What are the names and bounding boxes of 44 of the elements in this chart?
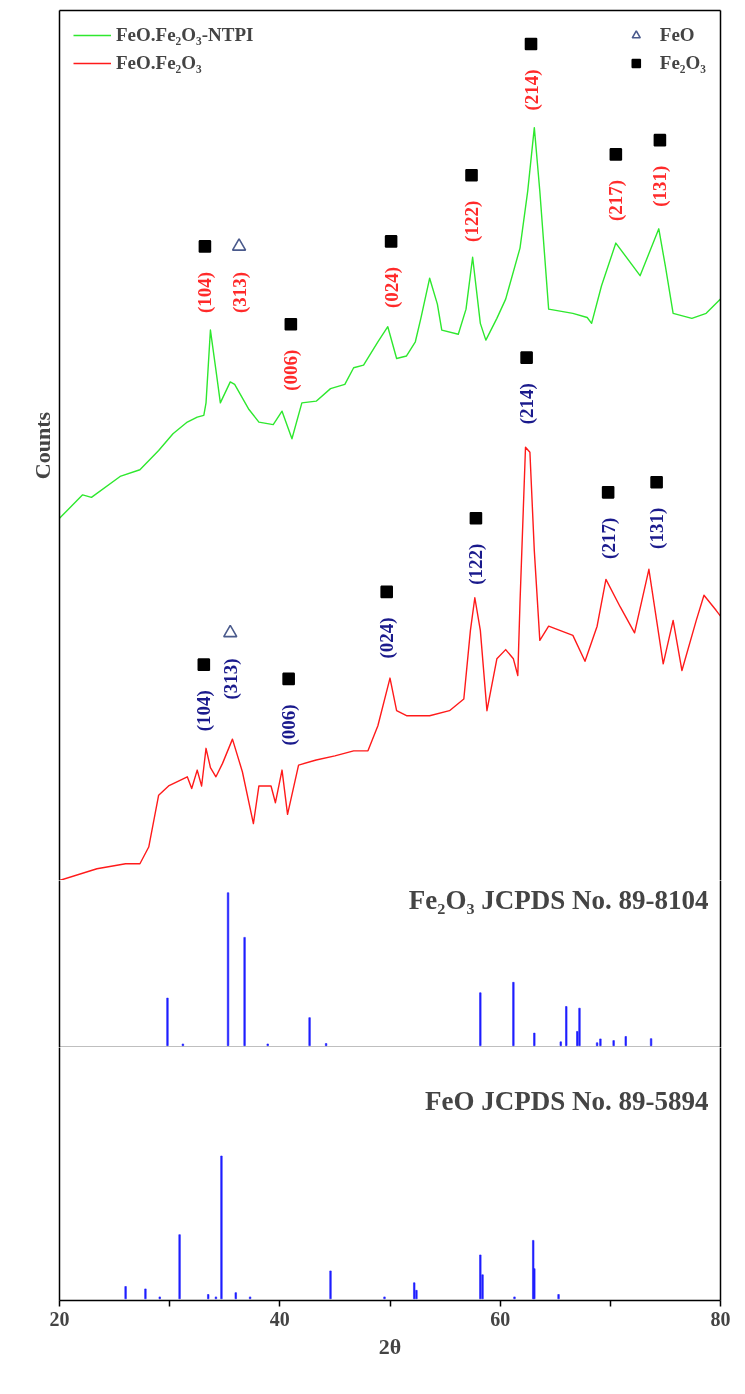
- chart-title: FeO JCPDS No. 89-5894: [425, 1085, 709, 1116]
- annotation: (104): [193, 690, 216, 732]
- point: [284, 317, 298, 331]
- annotation: (024): [380, 266, 403, 308]
- point: [465, 169, 478, 182]
- x-axis-title: 2θ: [378, 1333, 402, 1359]
- x-tick-label: 80: [710, 1307, 731, 1330]
- annotation: (104): [194, 271, 217, 313]
- legend-label: FeO.Fe₂O₃-NTPI: [116, 24, 254, 46]
- x-tick-label: 60: [490, 1307, 511, 1330]
- annotation: (214): [516, 383, 539, 425]
- point: [231, 238, 247, 251]
- point: [197, 658, 211, 671]
- annotation: (122): [461, 200, 484, 242]
- x-tick-label: 20: [49, 1307, 70, 1330]
- y-axis-title: Counts: [29, 411, 55, 480]
- point: [524, 37, 538, 51]
- annotation: (024): [376, 617, 399, 659]
- annotation: (217): [605, 179, 628, 221]
- legend-label: FeO: [659, 24, 695, 46]
- point: [601, 486, 615, 499]
- point: [469, 511, 483, 525]
- point: [198, 240, 212, 253]
- point: [384, 235, 398, 248]
- annotation: (006): [278, 704, 301, 746]
- legend-label: Fe₂O₃: [659, 52, 706, 74]
- point: [222, 624, 238, 638]
- point: [650, 476, 663, 489]
- annotation: (131): [649, 165, 672, 207]
- point: [282, 672, 295, 686]
- point: [653, 133, 667, 147]
- annotation: (217): [597, 517, 620, 559]
- annotation: (313): [219, 658, 242, 700]
- chart-title: Fe₂O₃ JCPDS No. 89-8104: [408, 884, 709, 915]
- legend-label: FeO.Fe₂O₃: [116, 52, 202, 74]
- point: [520, 351, 533, 364]
- annotation: (214): [520, 69, 543, 111]
- annotation: (313): [228, 271, 251, 313]
- point: [380, 585, 393, 599]
- annotation: (006): [280, 349, 303, 391]
- point: [609, 148, 623, 161]
- annotation: (122): [465, 543, 488, 585]
- x-tick-label: 40: [269, 1307, 290, 1330]
- annotation: (131): [646, 507, 669, 549]
